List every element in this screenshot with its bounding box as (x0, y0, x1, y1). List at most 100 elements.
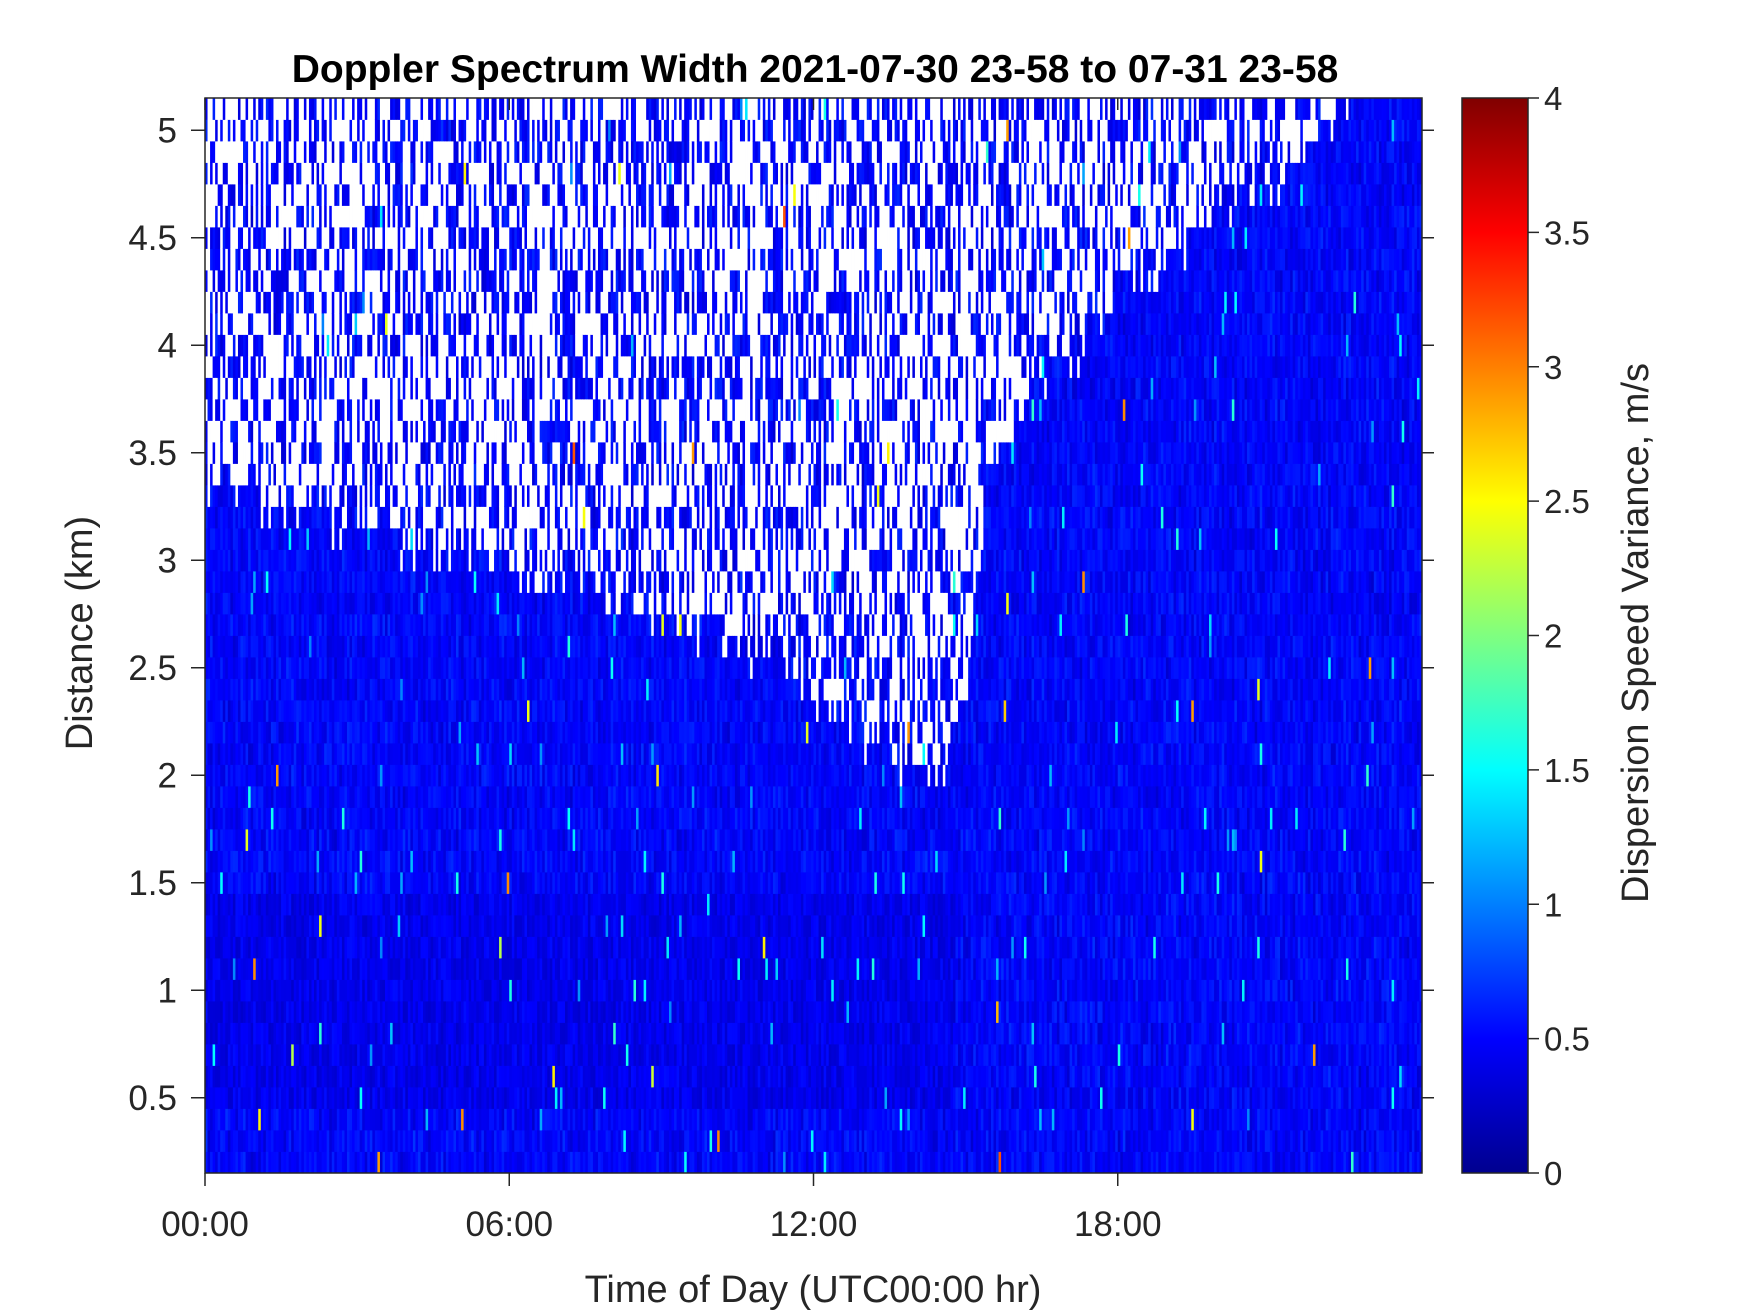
heatmap-cell (241, 292, 244, 314)
heatmap-cell (441, 313, 444, 335)
heatmap-cell (314, 227, 317, 249)
heatmap-cell (243, 141, 246, 163)
heatmap-cell (410, 120, 413, 142)
heatmap-cell (294, 227, 297, 249)
heatmap-cell (398, 528, 401, 550)
heatmap-cell (355, 1152, 358, 1174)
heatmap-cell (317, 937, 320, 959)
heatmap-cell (438, 1087, 441, 1109)
heatmap-cell (286, 335, 289, 357)
heatmap-cell (339, 464, 342, 486)
heatmap-cell (243, 270, 246, 292)
heatmap-cell (395, 894, 398, 916)
heatmap-cell (208, 915, 211, 937)
heatmap-cell (238, 98, 241, 120)
heatmap-cell (276, 679, 279, 701)
heatmap-cell (235, 679, 238, 701)
heatmap-cell (395, 227, 398, 249)
heatmap-cell (408, 1001, 411, 1023)
heatmap-cell (251, 937, 254, 959)
heatmap-cell (388, 184, 391, 206)
heatmap-cell (314, 1152, 317, 1174)
heatmap-cell (235, 657, 238, 679)
heatmap-cell (339, 507, 342, 529)
heatmap-cell (215, 937, 218, 959)
heatmap-cell (314, 335, 317, 357)
heatmap-cell (230, 1044, 233, 1066)
heatmap-cell (415, 442, 418, 464)
heatmap-cell (213, 270, 216, 292)
heatmap-cell (256, 1109, 259, 1131)
heatmap-cell (311, 1023, 314, 1045)
heatmap-cell (309, 1130, 312, 1152)
heatmap-cell (241, 550, 244, 572)
heatmap-cell (456, 313, 459, 335)
heatmap-cell (410, 507, 413, 529)
heatmap-cell (415, 765, 418, 787)
heatmap-cell (258, 1109, 261, 1131)
heatmap-cell (322, 335, 325, 357)
heatmap-cell (352, 571, 355, 593)
heatmap-cell (385, 614, 388, 636)
heatmap-cell (286, 851, 289, 873)
heatmap-cell (403, 1087, 406, 1109)
heatmap-cell (436, 485, 439, 507)
plot-area (205, 98, 1422, 1173)
heatmap-cell (393, 292, 396, 314)
heatmap-cell (385, 227, 388, 249)
heatmap-cell (314, 808, 317, 830)
heatmap-cell (286, 700, 289, 722)
heatmap-cell (238, 636, 241, 658)
heatmap-cell (344, 227, 347, 249)
heatmap-cell (291, 657, 294, 679)
heatmap-cell (342, 421, 345, 443)
heatmap-cell (395, 571, 398, 593)
heatmap-cell (428, 399, 431, 421)
heatmap-cell (347, 485, 350, 507)
heatmap-cell (339, 937, 342, 959)
heatmap-cell (433, 1152, 436, 1174)
heatmap-cell (431, 765, 434, 787)
heatmap-cell (413, 442, 416, 464)
heatmap-cell (306, 593, 309, 615)
heatmap-cell (304, 1109, 307, 1131)
heatmap-cell (309, 679, 312, 701)
heatmap-cell (408, 227, 411, 249)
heatmap-cell (230, 1130, 233, 1152)
heatmap-cell (332, 1109, 335, 1131)
heatmap-cell (352, 722, 355, 744)
heatmap-cell (377, 829, 380, 851)
heatmap-cell (284, 1109, 287, 1131)
heatmap-cell (253, 442, 256, 464)
heatmap-cell (324, 550, 327, 572)
heatmap-cell (225, 421, 228, 443)
heatmap-cell (332, 958, 335, 980)
heatmap-cell (362, 356, 365, 378)
heatmap-cell (410, 765, 413, 787)
heatmap-cell (339, 1001, 342, 1023)
heatmap-cell (208, 550, 211, 572)
heatmap-cell (213, 786, 216, 808)
heatmap-cell (223, 485, 226, 507)
heatmap-cell (324, 292, 327, 314)
heatmap-cell (215, 808, 218, 830)
heatmap-cell (428, 915, 431, 937)
heatmap-cell (400, 786, 403, 808)
heatmap-cell (367, 227, 370, 249)
heatmap-cell (258, 163, 261, 185)
heatmap-cell (393, 98, 396, 120)
heatmap-cell (241, 980, 244, 1002)
heatmap-cell (398, 292, 401, 314)
heatmap-cell (352, 700, 355, 722)
heatmap-cell (436, 980, 439, 1002)
heatmap-cell (370, 657, 373, 679)
heatmap-cell (317, 335, 320, 357)
heatmap-cell (301, 227, 304, 249)
heatmap-cell (253, 872, 256, 894)
heatmap-cell (291, 614, 294, 636)
heatmap-cell (385, 206, 388, 228)
heatmap-cell (286, 378, 289, 400)
heatmap-cell (296, 163, 299, 185)
heatmap-cell (223, 141, 226, 163)
heatmap-cell (405, 163, 408, 185)
